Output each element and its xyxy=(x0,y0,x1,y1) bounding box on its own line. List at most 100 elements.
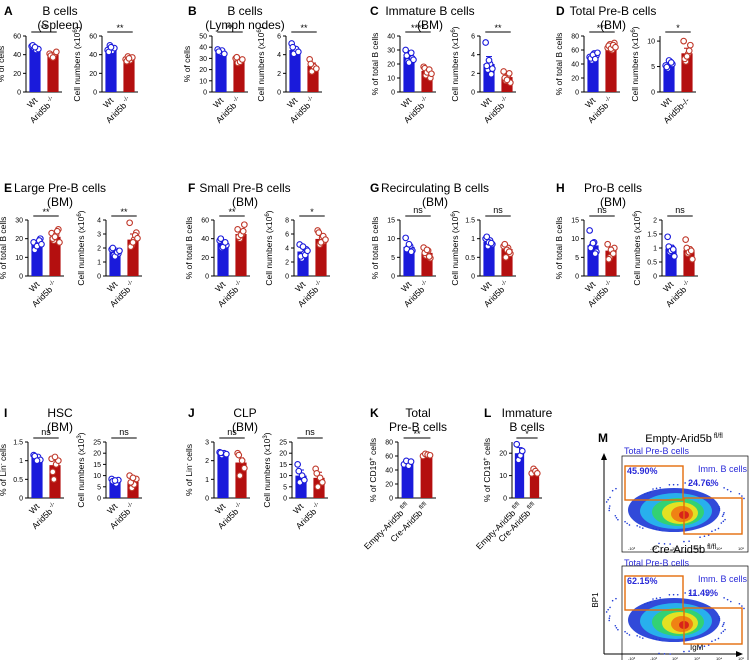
data-point xyxy=(488,65,496,73)
gate-total-pre-b xyxy=(624,465,684,501)
data-point xyxy=(217,235,225,243)
y-axis-label: % of total B cells xyxy=(554,33,564,96)
y-tick-label: 6 xyxy=(285,232,289,239)
data-point xyxy=(664,233,672,241)
data-point xyxy=(129,239,137,246)
event-dot xyxy=(672,593,675,596)
data-point xyxy=(234,225,242,233)
y-axis-label: % of total B cells xyxy=(370,217,380,280)
y-tick-label: 30 xyxy=(15,218,23,225)
event-dot xyxy=(646,602,649,604)
y-tick-label: 5 xyxy=(283,484,287,491)
x-tick-label: 10⁴ xyxy=(716,656,722,660)
significance-label: ns xyxy=(305,427,315,437)
panel-label: D xyxy=(556,4,565,18)
y-tick-label: 50 xyxy=(199,34,207,41)
data-point xyxy=(407,49,415,57)
bar xyxy=(29,48,41,92)
event-dot xyxy=(688,650,690,652)
event-dot xyxy=(699,646,701,648)
data-point xyxy=(33,457,41,465)
data-point xyxy=(222,450,230,458)
y-tick-label: 3 xyxy=(97,232,101,239)
event-dot xyxy=(641,637,644,639)
panel-title: (BM) xyxy=(422,195,448,209)
event-dot xyxy=(605,611,608,613)
data-point xyxy=(322,236,329,243)
y-tick-label: 0 xyxy=(97,496,101,503)
data-point xyxy=(314,483,322,491)
event-dot xyxy=(614,514,617,517)
panel-title: (BM) xyxy=(232,195,258,209)
event-dot xyxy=(655,638,658,641)
data-point xyxy=(410,56,417,64)
data-point xyxy=(240,221,248,229)
event-dot xyxy=(624,630,626,633)
y-tick-label: 20 xyxy=(499,451,507,458)
data-point xyxy=(686,41,694,49)
y-tick-label: 20 xyxy=(571,76,579,83)
y-tick-label: 0 xyxy=(17,90,21,97)
y-tick-label: 15 xyxy=(387,218,395,225)
plot-frame xyxy=(621,565,749,660)
data-point xyxy=(688,255,696,263)
panel-label: I xyxy=(4,406,7,420)
y-tick-label: 40 xyxy=(201,236,209,243)
y-tick-label: 25 xyxy=(279,440,287,447)
y-tick-label: 0 xyxy=(205,496,209,503)
y-tick-label: 1.5 xyxy=(647,232,657,239)
y-tick-label: 20 xyxy=(387,62,395,69)
gate-value: 45.90% xyxy=(627,466,658,476)
y-tick-label: 0 xyxy=(93,90,97,97)
data-point xyxy=(220,50,228,58)
significance-label: ns xyxy=(493,205,503,215)
panel-title: B cells xyxy=(227,4,262,18)
data-point xyxy=(487,70,495,78)
event-dot xyxy=(605,501,608,503)
y-tick-label: 60 xyxy=(201,218,209,225)
y-tick-label: 0 xyxy=(283,496,287,503)
panel-title: Pro-B cells xyxy=(584,181,642,195)
event-dot xyxy=(729,600,732,603)
y-tick-label: 0 xyxy=(503,496,507,503)
panel-title: Immature xyxy=(502,406,553,420)
y-axis-label: % of CD19+ cells xyxy=(368,438,378,502)
event-dot xyxy=(711,530,713,533)
y-tick-label: 1 xyxy=(653,246,657,253)
significance-label: **** xyxy=(411,23,426,33)
event-dot xyxy=(722,520,725,523)
data-point xyxy=(236,472,244,479)
y-tick-label: 10 xyxy=(199,78,207,85)
data-point xyxy=(318,478,326,486)
event-dot xyxy=(718,507,721,510)
event-dot xyxy=(663,543,666,545)
bar xyxy=(49,236,61,276)
event-dot xyxy=(672,483,675,486)
panel-title: Recirculating B cells xyxy=(381,181,489,195)
y-tick-label: 40 xyxy=(13,52,21,59)
event-dot xyxy=(659,486,661,489)
y-tick-label: 1 xyxy=(205,477,209,484)
event-dot xyxy=(609,606,611,609)
panel-label: G xyxy=(370,181,379,195)
data-point xyxy=(612,43,619,51)
y-axis-label: Cell numbers (x106) xyxy=(264,210,274,285)
bar xyxy=(683,250,695,276)
panel-title: (BM) xyxy=(417,18,443,32)
data-point xyxy=(513,440,521,448)
bar xyxy=(235,234,247,276)
y-tick-label: 40 xyxy=(385,468,393,475)
event-dot xyxy=(658,639,661,641)
x-tick-label: 10³ xyxy=(694,546,700,551)
data-point xyxy=(502,253,510,261)
panel-label: C xyxy=(370,4,379,18)
y-tick-label: 10 xyxy=(93,473,101,480)
data-point xyxy=(425,253,433,260)
event-dot xyxy=(714,639,717,641)
data-point xyxy=(405,240,413,248)
significance-label: ** xyxy=(228,207,236,217)
